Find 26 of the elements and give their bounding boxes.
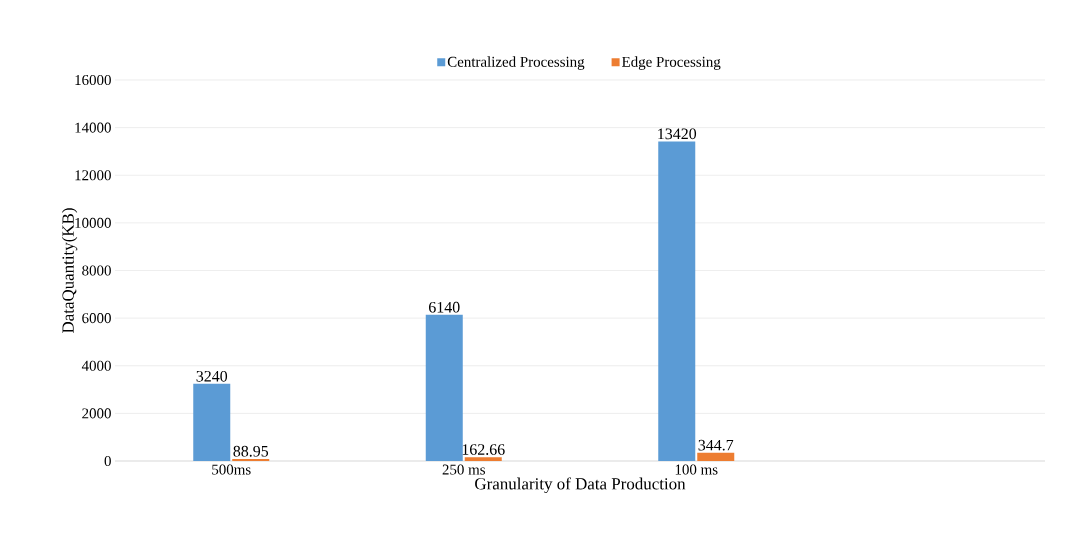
y-tick-label: 2000 [82, 408, 111, 419]
bar [464, 457, 502, 461]
y-tick-label: 6000 [82, 313, 111, 324]
y-tick-label: 4000 [81, 360, 111, 371]
x-tick-label: 100 ms [675, 464, 718, 475]
data-label: 13420 [658, 128, 697, 140]
y-tick-label: 12000 [75, 170, 111, 181]
x-tick-label: 250 ms [442, 464, 485, 475]
data-label: 88.95 [233, 445, 269, 457]
x-tick-label: 500ms [212, 464, 251, 475]
y-tick-label: 8000 [82, 265, 111, 276]
bar [425, 314, 463, 461]
y-tick-label: 14000 [75, 122, 111, 133]
bar [193, 383, 231, 461]
data-label: 344.7 [698, 439, 734, 451]
bar [697, 452, 735, 461]
legend-label: Edge Processing [622, 56, 721, 70]
y-tick-label: 0 [104, 455, 111, 467]
data-label: 6140 [429, 301, 460, 313]
legend-label: Centralized Processing [447, 56, 585, 70]
bar [658, 141, 696, 461]
y-tick-label: 16000 [75, 74, 111, 86]
x-axis-title: Granularity of Data Production [475, 477, 686, 494]
data-label: 162.66 [462, 444, 505, 455]
bar [232, 458, 270, 461]
data-label: 3240 [196, 370, 228, 382]
